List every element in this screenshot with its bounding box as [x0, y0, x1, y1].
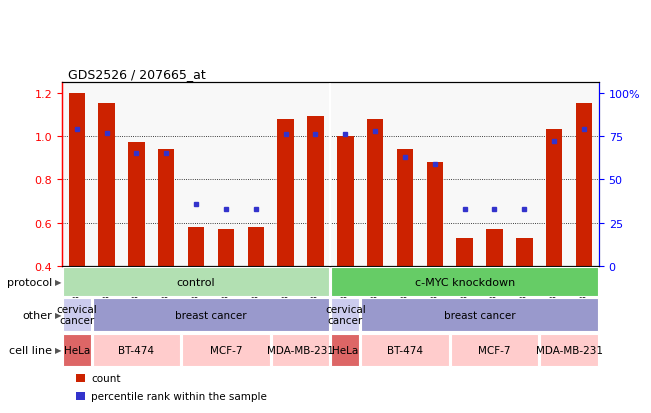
- Bar: [337, 137, 353, 266]
- Bar: [331, 299, 359, 331]
- Text: percentile rank within the sample: percentile rank within the sample: [91, 392, 267, 401]
- Text: breast cancer: breast cancer: [175, 310, 247, 320]
- Text: MDA-MB-231: MDA-MB-231: [267, 345, 334, 355]
- Bar: [486, 230, 503, 266]
- Text: BT-474: BT-474: [387, 345, 423, 355]
- Text: BT-474: BT-474: [118, 345, 154, 355]
- Bar: [62, 334, 90, 366]
- Text: c-MYC knockdown: c-MYC knockdown: [415, 277, 515, 287]
- Bar: [307, 117, 324, 266]
- Bar: [76, 392, 85, 401]
- Bar: [62, 299, 90, 331]
- Bar: [540, 334, 598, 366]
- Bar: [98, 104, 115, 266]
- Bar: [182, 334, 270, 366]
- Bar: [361, 299, 598, 331]
- Text: cell line: cell line: [9, 345, 52, 355]
- Bar: [277, 119, 294, 266]
- Text: HeLa: HeLa: [332, 345, 359, 355]
- Text: MCF-7: MCF-7: [478, 345, 511, 355]
- Bar: [76, 374, 85, 382]
- Bar: [68, 93, 85, 266]
- Text: other: other: [22, 310, 52, 320]
- Bar: [331, 268, 598, 296]
- Bar: [516, 238, 533, 266]
- Text: MCF-7: MCF-7: [210, 345, 242, 355]
- Text: protocol: protocol: [7, 277, 52, 287]
- Bar: [92, 334, 180, 366]
- Text: cervical
cancer: cervical cancer: [325, 304, 366, 326]
- Bar: [158, 150, 174, 266]
- Text: ▶: ▶: [55, 278, 62, 286]
- Bar: [62, 268, 329, 296]
- Bar: [575, 104, 592, 266]
- Bar: [546, 130, 562, 266]
- Bar: [271, 334, 329, 366]
- Text: control: control: [177, 277, 215, 287]
- Text: MDA-MB-231: MDA-MB-231: [536, 345, 603, 355]
- Bar: [456, 238, 473, 266]
- Bar: [92, 299, 329, 331]
- Text: HeLa: HeLa: [64, 345, 90, 355]
- Bar: [247, 228, 264, 266]
- Bar: [128, 143, 145, 266]
- Text: cervical
cancer: cervical cancer: [57, 304, 97, 326]
- Text: ▶: ▶: [55, 346, 62, 354]
- Text: count: count: [91, 373, 120, 383]
- Text: breast cancer: breast cancer: [444, 310, 516, 320]
- Bar: [361, 334, 449, 366]
- Bar: [396, 150, 413, 266]
- Bar: [217, 230, 234, 266]
- Bar: [367, 119, 383, 266]
- Bar: [450, 334, 538, 366]
- Text: ▶: ▶: [55, 311, 62, 319]
- Text: GDS2526 / 207665_at: GDS2526 / 207665_at: [68, 68, 206, 81]
- Bar: [331, 334, 359, 366]
- Bar: [426, 163, 443, 266]
- Bar: [188, 228, 204, 266]
